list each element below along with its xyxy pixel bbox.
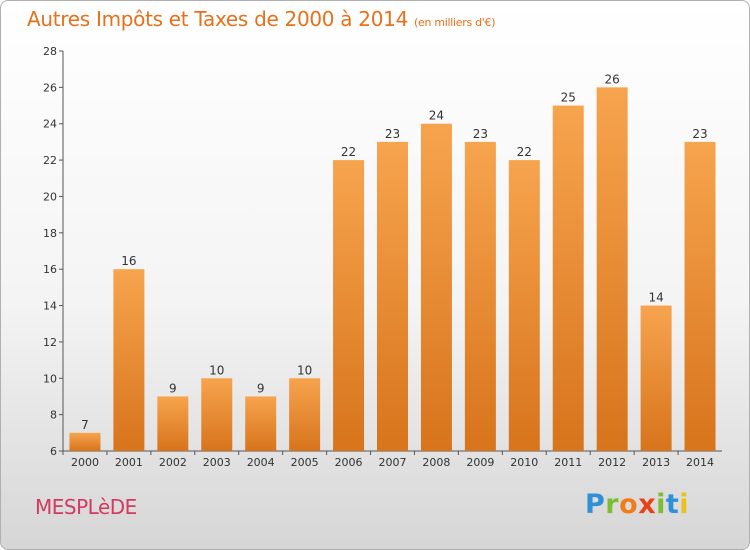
bar bbox=[289, 378, 321, 451]
bar bbox=[684, 141, 716, 451]
bar bbox=[245, 396, 277, 451]
x-tick-label: 2001 bbox=[115, 456, 143, 469]
x-tick-label: 2002 bbox=[159, 456, 187, 469]
y-tick-label: 12 bbox=[43, 336, 57, 349]
bar bbox=[113, 269, 145, 451]
bar-value-label: 22 bbox=[517, 145, 532, 159]
bar bbox=[201, 378, 233, 451]
bar-value-label: 26 bbox=[605, 72, 620, 86]
bar-value-label: 16 bbox=[121, 254, 136, 268]
y-tick-label: 8 bbox=[50, 409, 57, 422]
x-tick-label: 2006 bbox=[335, 456, 363, 469]
y-tick-label: 22 bbox=[43, 154, 57, 167]
x-tick-label: 2009 bbox=[466, 456, 494, 469]
x-tick-label: 2007 bbox=[379, 456, 407, 469]
x-tick-label: 2004 bbox=[247, 456, 275, 469]
x-tick-label: 2014 bbox=[686, 456, 714, 469]
x-tick-label: 2003 bbox=[203, 456, 231, 469]
y-tick-label: 16 bbox=[43, 263, 57, 276]
bar-value-label: 24 bbox=[429, 109, 444, 123]
title-unit: (en milliers d'€) bbox=[414, 16, 496, 29]
bar-value-label: 14 bbox=[648, 291, 663, 305]
y-tick-label: 10 bbox=[43, 372, 57, 385]
y-tick-label: 6 bbox=[50, 445, 57, 458]
bar bbox=[464, 141, 496, 451]
x-tick-label: 2013 bbox=[642, 456, 670, 469]
bar-value-label: 9 bbox=[257, 381, 265, 395]
bar bbox=[377, 141, 408, 451]
bar-value-label: 23 bbox=[473, 127, 488, 141]
place-name: MESPLèDE bbox=[35, 495, 137, 519]
y-tick-label: 28 bbox=[43, 45, 57, 58]
bar bbox=[420, 123, 452, 452]
bar-value-label: 9 bbox=[169, 381, 177, 395]
bar-value-label: 23 bbox=[385, 127, 400, 141]
y-tick-label: 14 bbox=[43, 300, 57, 313]
bar bbox=[69, 432, 101, 451]
title-text: Autres Impôts et Taxes de 2000 à 2014 bbox=[27, 7, 408, 31]
bar-value-label: 22 bbox=[341, 145, 356, 159]
bar bbox=[640, 305, 672, 451]
bar bbox=[333, 160, 365, 451]
x-tick-label: 2011 bbox=[554, 456, 582, 469]
bar bbox=[596, 87, 628, 451]
x-tick-label: 2000 bbox=[71, 456, 99, 469]
x-tick-label: 2005 bbox=[291, 456, 319, 469]
bar bbox=[157, 396, 189, 451]
bar-value-label: 10 bbox=[209, 363, 224, 377]
y-tick-label: 26 bbox=[43, 81, 57, 94]
chart-title: Autres Impôts et Taxes de 2000 à 2014 (en… bbox=[27, 7, 495, 31]
x-tick-label: 2008 bbox=[422, 456, 450, 469]
y-tick-label: 20 bbox=[43, 190, 57, 203]
y-tick-label: 18 bbox=[43, 227, 57, 240]
x-tick-label: 2012 bbox=[598, 456, 626, 469]
bar-value-label: 23 bbox=[692, 127, 707, 141]
bar-value-label: 25 bbox=[561, 91, 576, 105]
bar bbox=[552, 105, 584, 451]
bar-value-label: 10 bbox=[297, 363, 312, 377]
x-tick-label: 2010 bbox=[510, 456, 538, 469]
bar-value-label: 7 bbox=[81, 418, 89, 432]
y-tick-label: 24 bbox=[43, 118, 57, 131]
proxiti-logo: Proxiti bbox=[585, 489, 690, 520]
bar bbox=[508, 160, 540, 451]
